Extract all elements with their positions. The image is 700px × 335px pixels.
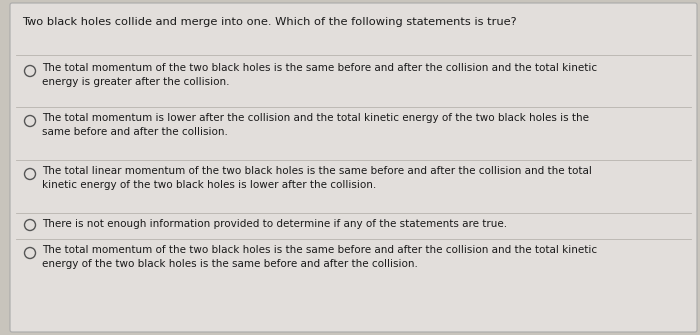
Text: There is not enough information provided to determine if any of the statements a: There is not enough information provided… — [42, 219, 507, 229]
Text: The total linear momentum of the two black holes is the same before and after th: The total linear momentum of the two bla… — [42, 166, 592, 190]
Text: The total momentum of the two black holes is the same before and after the colli: The total momentum of the two black hole… — [42, 245, 597, 269]
Text: The total momentum of the two black holes is the same before and after the colli: The total momentum of the two black hole… — [42, 63, 597, 87]
Text: The total momentum is lower after the collision and the total kinetic energy of : The total momentum is lower after the co… — [42, 113, 589, 137]
FancyBboxPatch shape — [10, 3, 697, 332]
Text: Two black holes collide and merge into one. Which of the following statements is: Two black holes collide and merge into o… — [22, 17, 517, 27]
